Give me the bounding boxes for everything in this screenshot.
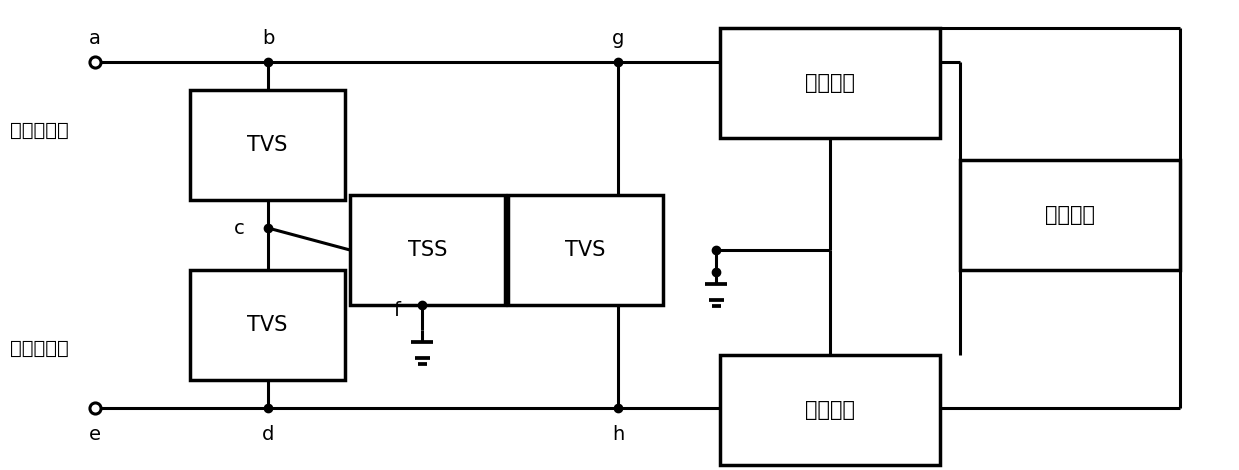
Bar — [720, 28, 940, 138]
Bar — [508, 195, 663, 305]
Text: 保护电路: 保护电路 — [1044, 205, 1095, 225]
Text: g: g — [612, 29, 624, 47]
Text: TVS: TVS — [248, 135, 287, 155]
Text: TSS: TSS — [408, 240, 447, 260]
Text: b: b — [261, 29, 274, 47]
Text: 负极性端子: 负极性端子 — [10, 338, 68, 358]
Text: h: h — [612, 425, 624, 445]
Bar — [960, 160, 1180, 270]
Text: d: d — [261, 425, 274, 445]
Text: 正极性端子: 正极性端子 — [10, 120, 68, 140]
Bar — [190, 90, 344, 200]
Text: TVS: TVS — [248, 315, 287, 335]
Text: e: e — [89, 425, 102, 445]
Text: f: f — [393, 300, 400, 320]
Bar — [190, 270, 344, 380]
Bar — [349, 195, 506, 305]
Text: 滤波电路: 滤波电路 — [805, 400, 855, 420]
Text: a: a — [89, 29, 100, 47]
Bar — [720, 355, 940, 465]
Text: 滤波电路: 滤波电路 — [805, 73, 855, 93]
Text: c: c — [234, 219, 245, 237]
Text: TVS: TVS — [565, 240, 606, 260]
